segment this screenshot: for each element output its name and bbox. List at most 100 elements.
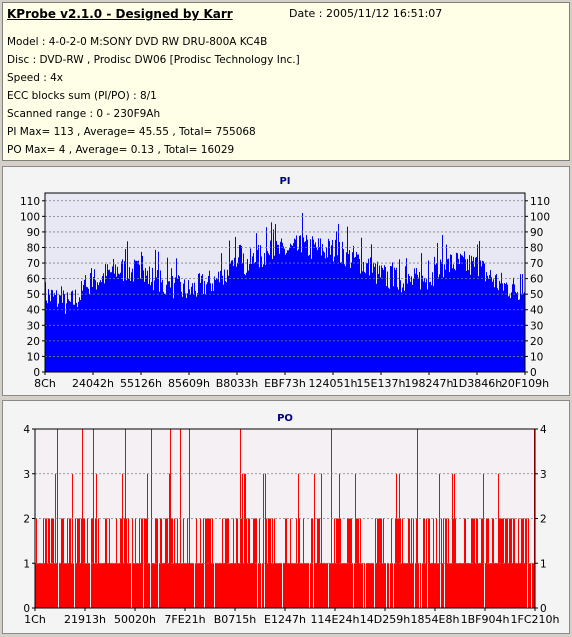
pi-bar <box>248 270 249 372</box>
pi-bar <box>155 249 156 372</box>
po-bar <box>241 518 242 608</box>
pi-bar <box>430 281 431 372</box>
po-bar <box>354 563 355 608</box>
pi-bar <box>332 239 333 372</box>
po-bar <box>371 563 372 608</box>
pi-bar <box>292 245 293 372</box>
pi-bar <box>57 306 58 372</box>
po-bar <box>435 563 436 608</box>
pi-bar <box>459 263 460 372</box>
pi-bar <box>110 272 111 372</box>
po-bar <box>508 563 509 608</box>
pi-bar <box>320 238 321 372</box>
po-bar <box>403 563 404 608</box>
pi-bar <box>208 275 209 372</box>
pi-bar <box>126 280 127 372</box>
po-bar <box>40 563 41 608</box>
pi-bar <box>276 240 277 372</box>
pi-bar <box>252 256 253 372</box>
po-bar <box>377 518 378 608</box>
pi-ytick-label: 90 <box>530 227 543 239</box>
po-bar <box>56 563 57 608</box>
pi-bar <box>151 281 152 372</box>
po-bar <box>166 518 167 608</box>
po-bar <box>489 563 490 608</box>
po-bar <box>216 563 217 608</box>
po-bar <box>159 563 160 608</box>
po-bar <box>188 563 189 608</box>
po-bar <box>291 563 292 608</box>
po-bar <box>298 473 299 608</box>
pi-bar <box>139 264 140 372</box>
po-bar <box>93 429 94 608</box>
po-bar <box>110 563 111 608</box>
pi-bar <box>492 281 493 372</box>
po-bar <box>532 563 533 608</box>
po-bar <box>322 563 323 608</box>
pi-ytick-label: 10 <box>27 351 40 363</box>
pi-bar <box>133 281 134 372</box>
pi-bar <box>181 291 182 372</box>
po-bar <box>190 563 191 608</box>
pi-xtick-label: 198247h <box>405 377 454 390</box>
pi-bar <box>287 250 288 372</box>
po-bar <box>333 563 334 608</box>
pi-bar <box>468 270 469 372</box>
range-line: Scanned range : 0 - 230F9Ah <box>7 108 161 120</box>
pi-bar <box>107 264 108 372</box>
po-bar <box>413 518 414 608</box>
po-bar <box>357 518 358 608</box>
pi-bar <box>483 261 484 372</box>
pi-bar <box>50 301 51 372</box>
po-bar <box>367 563 368 608</box>
pi-ytick-label: 40 <box>27 305 40 317</box>
po-bar <box>425 563 426 608</box>
po-bar <box>304 563 305 608</box>
po-bar <box>529 563 530 608</box>
pi-bar <box>135 260 136 372</box>
scan-date: Date : 2005/11/12 16:51:07 <box>289 7 443 20</box>
pi-bar <box>115 264 116 372</box>
pi-bar <box>88 288 89 372</box>
pi-bar <box>473 256 474 372</box>
pi-ytick-label: 20 <box>530 336 543 348</box>
po-bar <box>438 563 439 608</box>
po-bar <box>518 518 519 608</box>
po-bar <box>289 563 290 608</box>
po-bar <box>361 563 362 608</box>
pi-bar <box>379 265 380 372</box>
pi-bar <box>499 280 500 372</box>
pi-bar <box>310 239 311 372</box>
pi-bar <box>457 253 458 372</box>
pi-bar <box>312 236 313 372</box>
pi-ytick-label: 80 <box>27 242 40 254</box>
pi-bar <box>445 269 446 372</box>
po-bar <box>243 563 244 608</box>
po-bar <box>42 563 43 608</box>
pi-bar <box>47 303 48 372</box>
pi-bar <box>223 284 224 372</box>
speed-line: Speed : 4x <box>7 72 64 84</box>
pi-bar <box>435 264 436 372</box>
po-bar <box>406 563 407 608</box>
pi-bar <box>199 273 200 372</box>
pi-bar <box>224 269 225 372</box>
pi-bar <box>137 261 138 372</box>
pi-bar <box>123 280 124 372</box>
pi-bar <box>117 266 118 372</box>
pi-bar <box>414 268 415 372</box>
pi-bar <box>118 273 119 372</box>
pi-bar <box>523 293 524 372</box>
pi-bar <box>111 272 112 372</box>
pi-bar <box>463 257 464 372</box>
pi-bar <box>470 274 471 372</box>
po-bar <box>332 563 333 608</box>
pi-bar <box>203 293 204 372</box>
pi-bar <box>188 280 189 372</box>
po-bar <box>407 563 408 608</box>
po-bar <box>89 563 90 608</box>
pi-ytick-label: 90 <box>27 227 40 239</box>
pi-bar <box>428 260 429 372</box>
pi-bar <box>179 276 180 372</box>
po-bar <box>326 563 327 608</box>
